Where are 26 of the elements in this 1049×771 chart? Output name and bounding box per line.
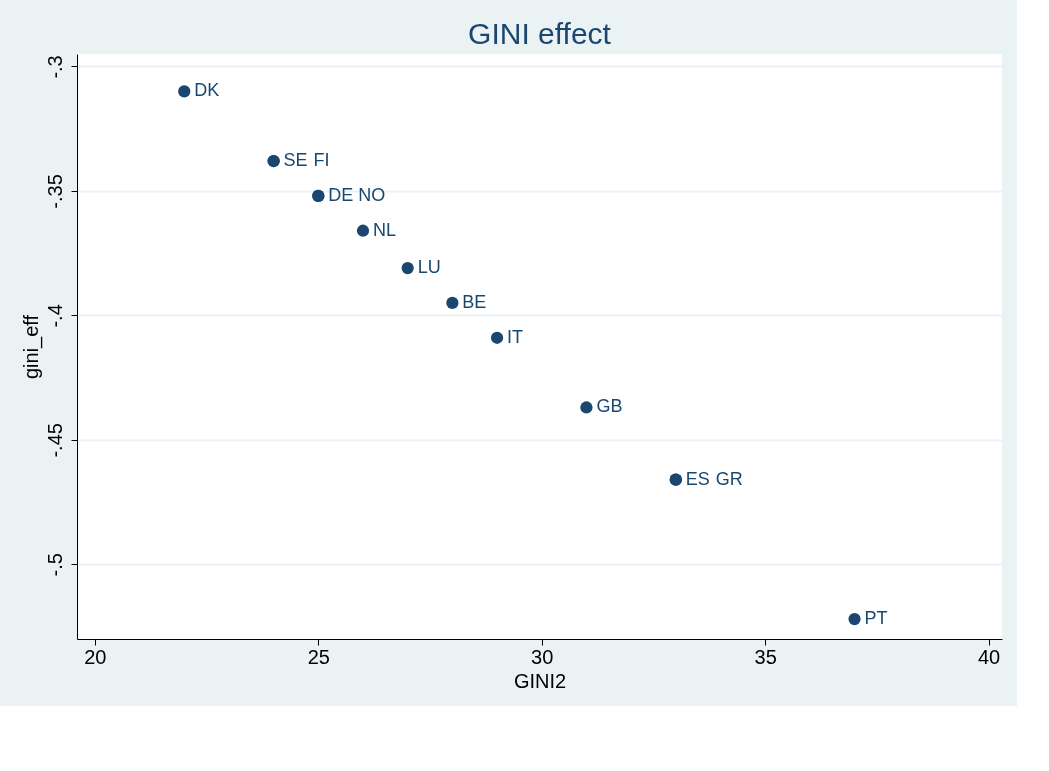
x-tick-label: 25	[307, 645, 330, 668]
annotation: LU	[417, 257, 441, 278]
x-axis-title: GINI2	[513, 669, 567, 692]
y-tick-label: -.4	[43, 304, 66, 328]
annotation: DE	[328, 184, 354, 205]
x-tick-label: 35	[754, 645, 777, 668]
annotation: SE	[283, 150, 308, 171]
annotation: BE	[462, 291, 487, 312]
annotation: GR	[715, 468, 743, 489]
annotation: NL	[372, 219, 397, 240]
x-tick-label: 40	[977, 645, 1001, 668]
y-axis-title: gini_eff	[19, 314, 43, 380]
annotation: ES	[685, 468, 710, 489]
chart-title: GINI effect	[468, 17, 612, 50]
y-tick-label: -.5	[43, 553, 66, 577]
annotation: IT	[507, 326, 524, 347]
annotation: DK	[194, 80, 220, 101]
x-tick-label: 20	[84, 645, 107, 668]
y-tick-label: -.35	[43, 174, 66, 209]
annotation: NO	[358, 184, 386, 205]
y-tick-label: -.45	[43, 423, 66, 458]
annotation: PT	[864, 608, 888, 629]
annotation: GB	[596, 396, 623, 417]
x-tick-label: 30	[531, 645, 554, 668]
y-tick-label: -.3	[43, 55, 66, 79]
annotation: FI	[313, 150, 330, 171]
